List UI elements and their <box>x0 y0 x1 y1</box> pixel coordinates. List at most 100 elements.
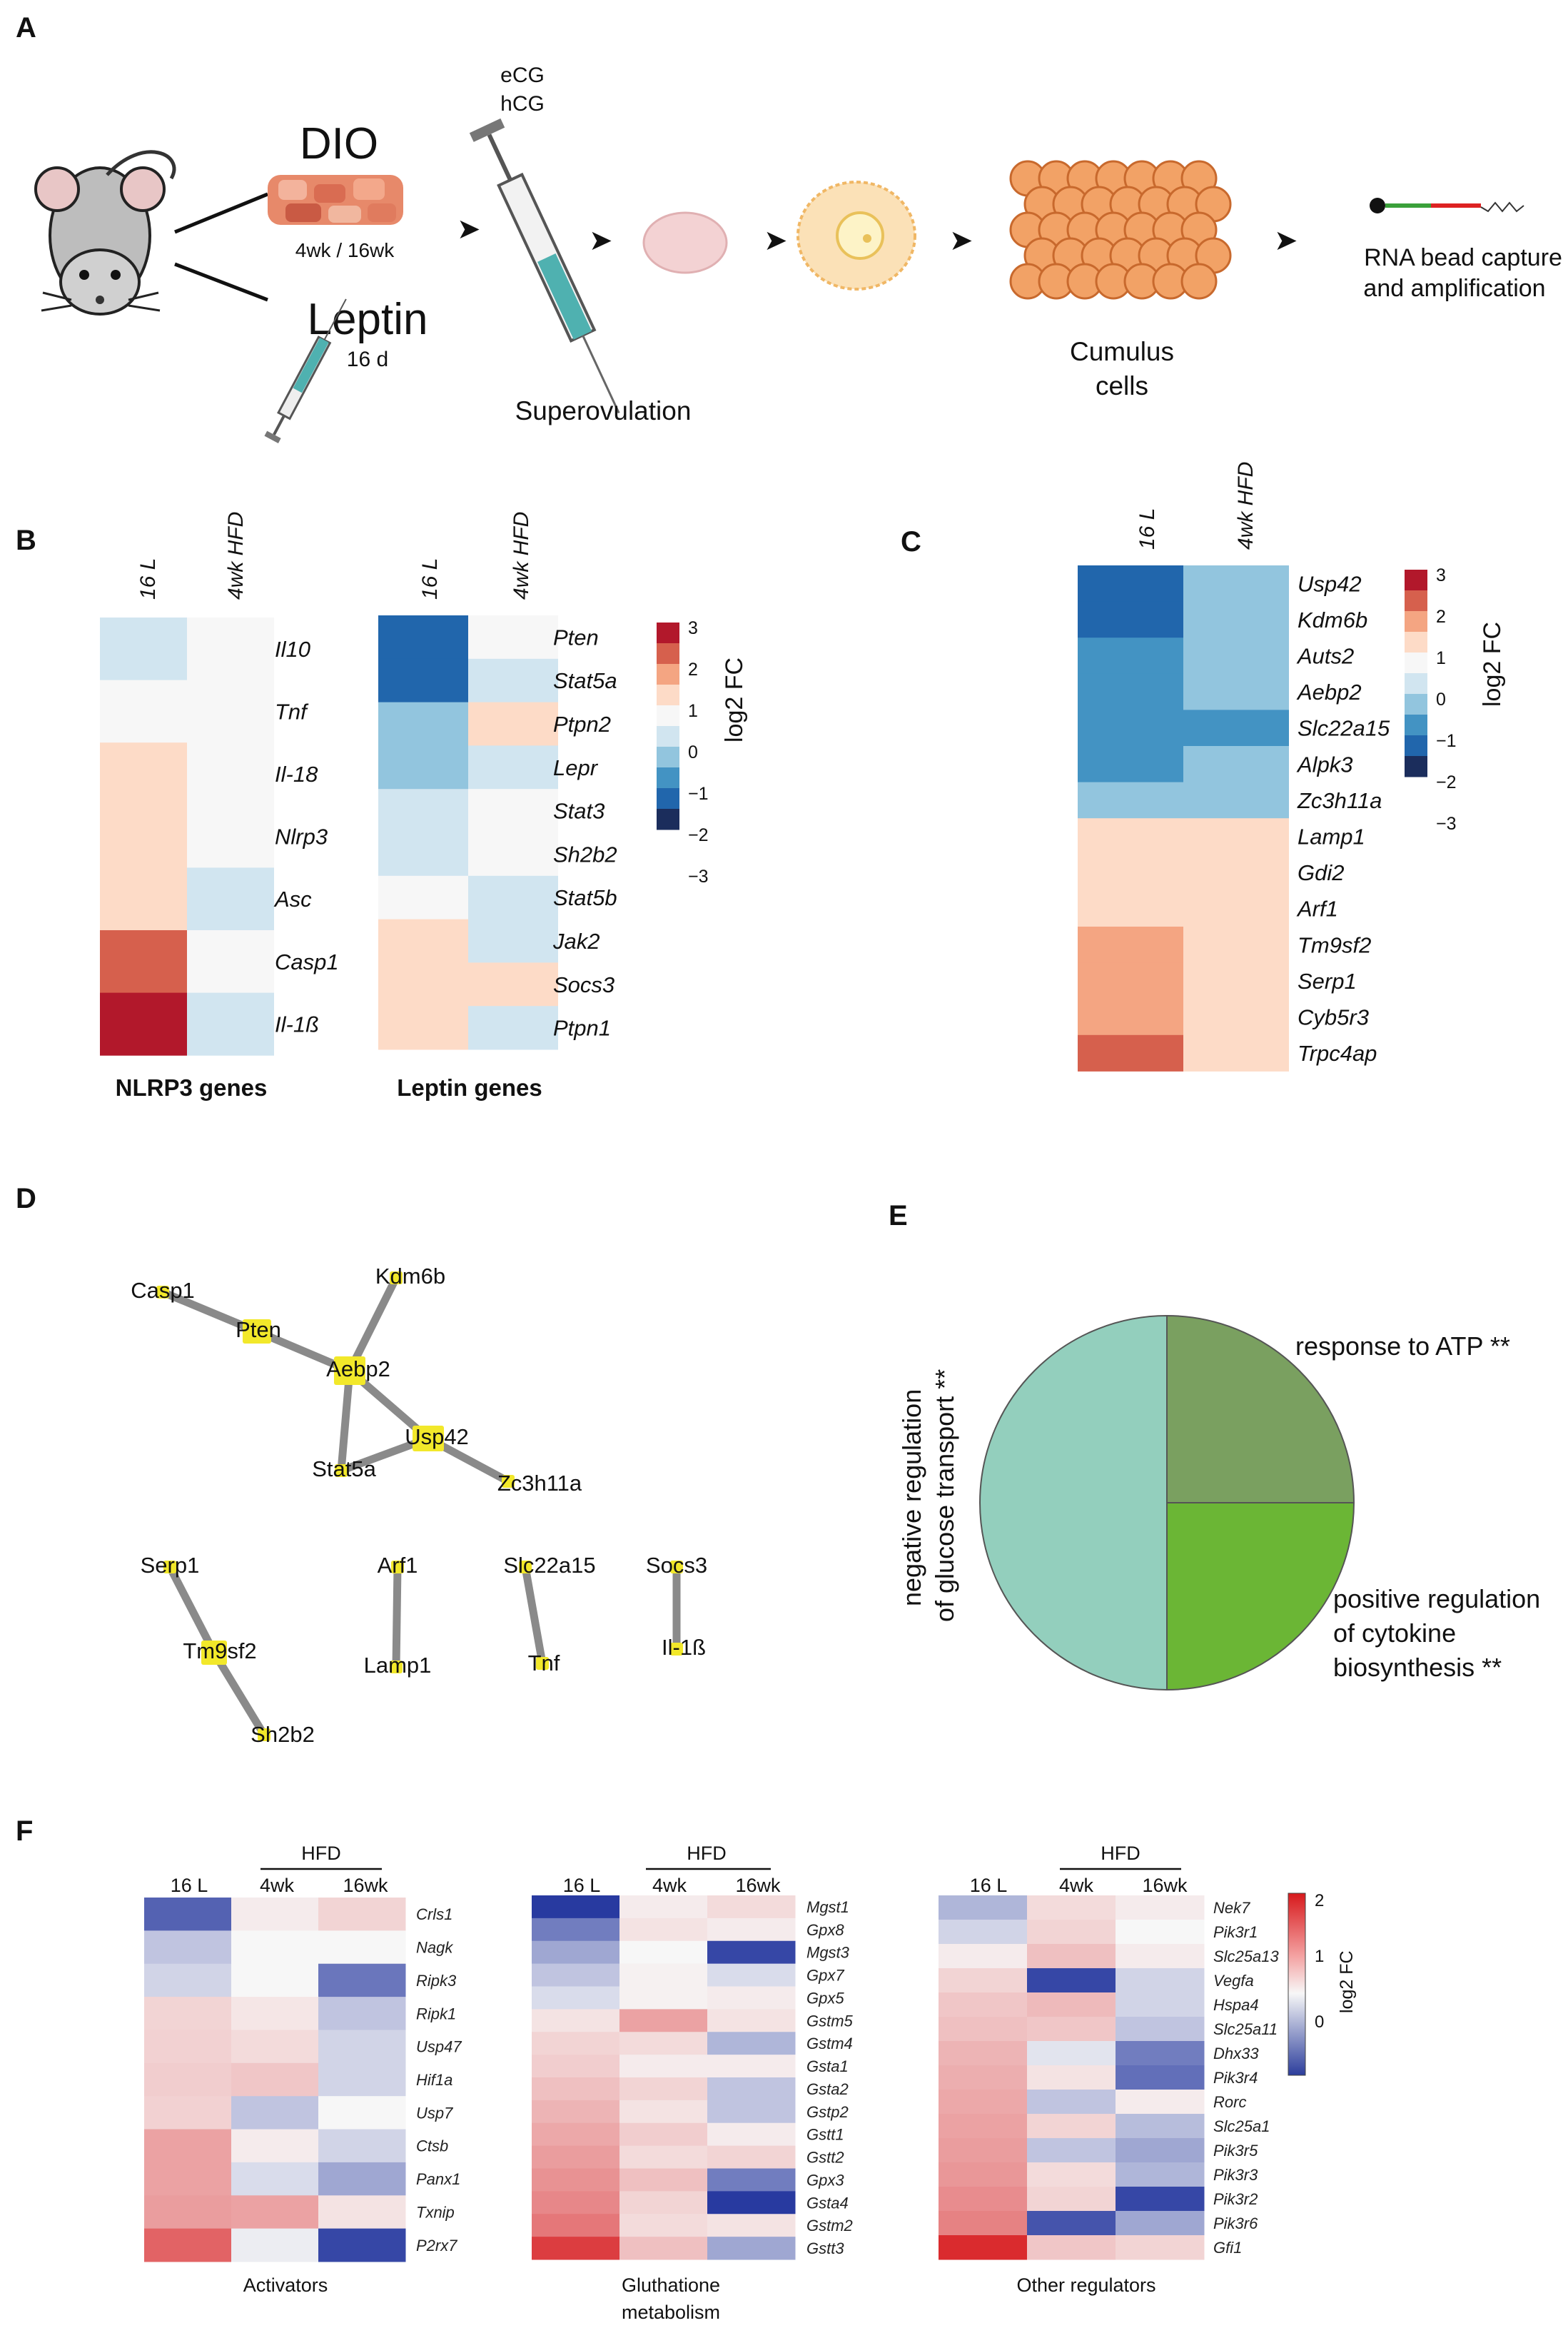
heatmap-cell <box>144 1898 232 1931</box>
heatmap-cell <box>1078 1034 1183 1072</box>
gene-label: Gpx7 <box>806 1967 844 1985</box>
heatmap-cell <box>532 2122 620 2147</box>
gene-label: Gpx5 <box>806 1989 844 2007</box>
heatmap-cell <box>1027 2017 1116 2042</box>
cumulus-label-1: Cumulus <box>1070 337 1174 366</box>
heatmap-cell <box>100 992 187 1056</box>
heatmap-cell <box>619 1940 708 1965</box>
heatmap-cell <box>707 2077 796 2101</box>
network-node-label: Pten <box>236 1317 281 1342</box>
legend-tick: 2 <box>688 660 698 680</box>
hormone-hcg: hCG <box>500 92 545 116</box>
gene-label: Gfi1 <box>1213 2239 1242 2257</box>
column-label: 4wk <box>1059 1875 1094 1896</box>
gene-label: Gdi2 <box>1298 860 1344 885</box>
legend-swatch <box>657 747 679 768</box>
heatmap-cell <box>468 962 558 1007</box>
heatmap-cell <box>231 1963 319 1997</box>
gene-label: Tnf <box>275 699 309 724</box>
heatmap-cell <box>1027 2187 1116 2212</box>
network-node-label: Tm9sf2 <box>183 1638 256 1663</box>
panel-label-b: B <box>16 525 36 556</box>
leptin-label: Leptin <box>308 295 428 344</box>
heatmap-cell <box>1116 2017 1205 2042</box>
heatmap-cell <box>378 962 468 1007</box>
gene-label: Stat3 <box>553 799 605 824</box>
gene-label: Pik3r3 <box>1213 2166 1258 2184</box>
heatmap-cell <box>707 2145 796 2169</box>
heatmap-cell <box>619 2191 708 2214</box>
heatmap-cell <box>707 1918 796 1942</box>
heatmap-cell <box>318 1997 406 2030</box>
heatmap-cell <box>144 2030 232 2064</box>
network-node <box>258 1728 270 1741</box>
heatmap-cell <box>318 2162 406 2196</box>
network-edge <box>392 1563 402 1671</box>
heatmap-cell <box>619 2145 708 2169</box>
gene-label: Pik3r5 <box>1213 2142 1258 2160</box>
gene-label: Socs3 <box>553 972 614 997</box>
heatmap-cell <box>1027 2065 1116 2090</box>
heatmap-cell <box>532 1963 620 1987</box>
gene-label: Hspa4 <box>1213 1996 1259 2014</box>
heatmap-cell <box>100 867 187 931</box>
arrow-2-icon: ➤ <box>589 225 613 256</box>
panel-label-e: E <box>889 1200 908 1231</box>
heatmap-cell <box>707 2100 796 2124</box>
heatmap-title: Gluthatione <box>622 2274 720 2296</box>
gene-label: Nagk <box>416 1939 453 1957</box>
heatmap-cell <box>468 702 558 746</box>
heatmap-cell <box>939 1920 1028 1945</box>
heatmap-cell <box>318 1898 406 1931</box>
heatmap-cell <box>1078 854 1183 891</box>
network-edge <box>521 1563 547 1668</box>
heatmap-cell <box>1027 2211 1116 2236</box>
heatmap-cell <box>1116 2162 1205 2187</box>
legend-swatch <box>657 809 679 830</box>
network-edge <box>166 1563 218 1657</box>
heatmap-cell <box>468 832 558 877</box>
heatmap-cell <box>1183 601 1289 638</box>
heatmap-cell <box>1027 2235 1116 2260</box>
heatmap-cell <box>1183 927 1289 964</box>
heatmap-cell <box>532 1918 620 1942</box>
heatmap-cell <box>619 2055 708 2078</box>
network-edge <box>158 1288 261 1336</box>
heatmap-cell <box>619 2009 708 2032</box>
heatmap-cell <box>532 2237 620 2260</box>
network-node-label: Stat5a <box>312 1456 376 1481</box>
heatmap-cell <box>468 658 558 703</box>
legend-tick: 1 <box>1315 1947 1324 1966</box>
legend-swatch <box>1405 756 1427 777</box>
legend-tick: −2 <box>688 825 709 845</box>
heatmap-cell <box>318 2096 406 2130</box>
heatmap-cell <box>187 867 274 931</box>
heatmap-cell <box>707 1940 796 1965</box>
heatmap-cell <box>1027 2041 1116 2066</box>
gene-label: Gstt3 <box>806 2239 844 2257</box>
legend-panel-f: 2 1 0 log2 FC <box>1288 1891 1357 2076</box>
gene-label: Pik3r6 <box>1213 2214 1258 2232</box>
gene-label: Usp47 <box>416 2038 462 2056</box>
legend-swatch <box>657 643 679 665</box>
heatmap-cell <box>187 992 274 1056</box>
panel-label-f: F <box>16 1815 33 1847</box>
gene-label: Nek7 <box>1213 1899 1250 1917</box>
heatmap-cell <box>939 1968 1028 1993</box>
gene-label: Ripk1 <box>416 2005 456 2022</box>
heatmap-cell <box>318 2129 406 2163</box>
network-node <box>156 1286 169 1299</box>
gene-label: Gpx3 <box>806 2171 844 2189</box>
heatmap-cell <box>468 919 558 963</box>
legend-tick: 2 <box>1315 1891 1324 1910</box>
heatmap-cell <box>1183 890 1289 927</box>
heatmap-cell <box>231 2228 319 2262</box>
gene-label: Gstp2 <box>806 2103 849 2121</box>
legend-tick: 0 <box>1315 2012 1324 2032</box>
network-node-label: Aebp2 <box>326 1356 390 1381</box>
legend-swatch <box>1405 632 1427 653</box>
legend-tick: 0 <box>1436 690 1446 710</box>
heatmap-cell <box>318 2228 406 2262</box>
heatmap-cell <box>532 2055 620 2078</box>
pie-chart-panel-e: negative regulation of glucose transport … <box>897 1314 1540 1691</box>
